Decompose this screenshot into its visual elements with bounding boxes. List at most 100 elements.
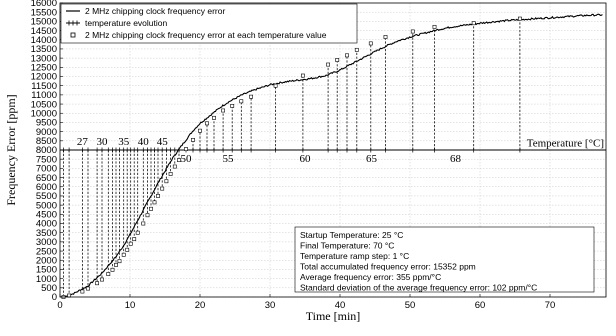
temperature-point-marker [110,267,115,272]
x-tick-label: 50 [405,300,416,311]
temperature-label-68: 68 [450,153,462,165]
temperature-label-40: 40 [138,136,150,148]
temperature-point-marker [95,281,100,286]
temperature-label-30: 30 [97,136,109,148]
y-tick-label: 0 [52,292,57,303]
temperature-label-55: 55 [223,153,235,165]
legend-marker-swatch [70,32,76,38]
temperature-point-marker [471,21,476,26]
temperature-point-marker [198,128,202,133]
y-tick-label: 3500 [36,228,57,239]
annotation-total-error: Total accumulated frequency error: 15352… [300,262,476,272]
temperature-point-marker [517,16,522,21]
temperature-point-marker [141,221,146,226]
x-tick-label: 20 [195,300,206,311]
y-tick-label: 8000 [36,145,57,156]
temperature-point-marker [230,104,235,108]
x-tick-label: 70 [545,300,556,311]
temperature-point-marker [410,29,415,34]
legend-box [60,3,358,44]
y-tick-label: 4500 [36,210,57,221]
y-tick-label: 7000 [36,164,57,175]
y-tick-label: 2500 [36,246,57,257]
temperature-point-marker [177,158,181,163]
y-tick-label: 8500 [36,136,57,147]
x-axis-label: Time [min] [306,309,361,323]
x-tick-label: 30 [265,300,276,311]
y-tick-label: 1000 [36,274,57,285]
y-tick-label: 14000 [31,35,57,46]
y-tick-label: 10000 [31,108,57,119]
temperature-point-marker [335,58,340,62]
legend-entry-temperature: temperature evolution [85,18,167,28]
temperature-point-marker [160,186,165,191]
temperature-point-marker [164,179,169,184]
x-tick-label: 60 [475,300,486,311]
temperature-axis: Temperature [°C] 27 30 35 40 45 50 55 60 65 68 [60,136,606,165]
temperature-point-marker [135,230,140,235]
temperature-point-marker [149,206,153,211]
y-tick-label: 16000 [31,0,57,9]
x-tick-label: 0 [57,300,62,311]
y-tick-label: 5500 [36,191,57,202]
y-tick-label: 13500 [31,44,57,55]
temperature-point-marker [368,41,373,46]
annotation-final-temperature: Final Temperature: 70 °C [300,241,394,251]
annotation-startup-temperature: Startup Temperature: 25 °C [300,230,403,240]
annotation-box: Startup Temperature: 25 °C Final Tempera… [294,226,595,293]
legend-entry-temperature-points: 2 MHz chipping clock frequency error at … [85,30,327,40]
series-layer [59,13,603,298]
y-axis-label: Frequency Error [ppm] [4,94,18,205]
temperature-label-35: 35 [118,136,130,148]
legend: 2 MHz chipping clock frequency error tem… [60,3,358,44]
y-tick-label: 500 [41,283,57,294]
y-tick-label: 6500 [36,173,57,184]
temperature-point-marker [300,73,305,78]
temperature-point-marker [132,237,137,242]
temperature-point-marker [345,53,349,58]
temperature-point-marker [354,47,359,52]
temperature-point-marker [172,164,177,169]
temperature-point-marker [152,200,157,205]
temperature-markers [61,16,522,299]
annotation-average-error: Average frequency error: 355 ppm/°C [300,272,441,282]
temperature-point-marker [121,252,126,257]
y-tick-label: 1500 [36,265,57,276]
annotation-box-frame [294,226,595,293]
annotation-ramp-step: Temperature ramp step: 1 °C [300,251,409,261]
temperature-label-50: 50 [181,153,193,165]
y-tick-label: 12000 [31,72,57,83]
temperature-point-marker [326,62,331,67]
y-tick-label: 9000 [36,127,57,138]
temperature-point-marker [128,241,133,246]
temperature-point-marker [383,35,388,39]
frequency-error-series-line [59,13,603,298]
temperature-label-65: 65 [366,153,378,165]
y-tick-label: 15000 [31,17,57,28]
temperature-point-marker [205,121,209,126]
temperature-point-marker [80,289,85,294]
temperature-point-marker [239,99,244,104]
y-tick-label: 9500 [36,118,57,129]
temperature-point-marker [191,137,195,142]
y-tick-label: 6000 [36,182,57,193]
temperature-label-45: 45 [157,136,169,148]
temperature-point-marker [86,286,90,291]
temperature-point-marker [168,171,173,176]
temperature-point-marker [100,277,104,282]
y-tick-label: 12500 [31,63,57,74]
y-tick-label: 13000 [31,53,57,64]
temperature-point-marker [156,194,160,198]
y-tick-label: 5000 [36,200,57,211]
x-tick-label: 40 [335,300,346,311]
temperature-point-marker [125,247,130,252]
axis-ticks: 0500100015002000250030003500400045005000… [31,0,556,311]
temperature-point-marker [273,83,278,88]
y-tick-label: 11000 [31,90,57,101]
temperature-axis-title: Temperature [°C] [527,138,604,150]
temperature-label-27: 27 [77,136,89,148]
y-tick-label: 14500 [31,26,57,37]
temperature-point-marker [145,213,150,218]
temperature-point-marker [106,272,111,276]
